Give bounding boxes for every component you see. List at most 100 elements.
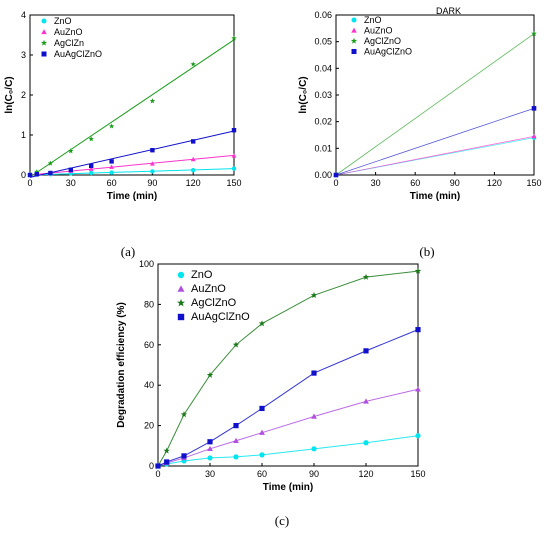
x-tick-label: 150 [226,178,241,188]
y-tick-label: 80 [144,299,154,309]
data-point [191,139,196,144]
x-axis-title: Time (min) [263,482,313,493]
y-axis-title: Degradation efficiency (%) [116,302,127,428]
data-point [109,159,114,164]
fit-line [29,130,235,178]
data-point [109,170,114,175]
data-point [155,463,161,469]
x-tick-label: 150 [410,469,425,479]
y-tick-label: 100 [139,259,154,269]
legend-marker [40,39,48,46]
legend-label: ZnO [191,269,213,281]
series-AuAgClZnO [27,128,237,178]
data-point [311,446,317,452]
legend-marker [41,51,47,57]
legend-marker [351,17,357,23]
panel-c-chart: 0 30 60 90 120 150 0 20 40 60 80 100 Time (min) Degra… [116,259,426,493]
y-tick-label: 0.03 [314,90,332,100]
data-point [415,327,421,333]
series-line [157,388,419,467]
legend-label: AuZnO [191,283,226,295]
fit-line [335,33,535,176]
legend-label: AuAgClZnO [54,49,102,59]
data-point [48,170,53,176]
panel-b-chart: 0 30 60 90 120 150 0.00 0.01 0.02 0.03 0.04 0.05 0.0… [298,6,542,202]
x-tick-label: 120 [358,469,373,479]
x-tick-label: 0 [27,178,32,188]
legend-marker [350,37,358,44]
x-tick-label: 30 [66,178,76,188]
data-point [258,320,266,327]
data-point [259,405,265,412]
data-point [34,172,39,177]
data-point [89,170,94,176]
x-axis-title: Time (min) [410,191,460,202]
legend-marker [177,313,185,321]
plot-frame [157,263,419,467]
legend-label: AuZnO [364,26,393,36]
data-point [68,167,73,172]
data-point [149,98,156,104]
legend-marker [177,298,185,307]
legend-label: AuAgClZnO [191,311,250,323]
y-tick-label: 0.05 [314,37,332,47]
panel-c-label: (c) [275,513,289,528]
data-point [362,273,370,280]
legend-marker [177,271,185,279]
data-point [88,166,94,171]
x-tick-label: 120 [487,178,502,188]
data-point [363,348,369,354]
legend-label: AuAgClZnO [364,47,412,57]
data-point [150,169,155,174]
y-tick-label: 0.04 [314,63,332,73]
data-point [414,267,422,274]
series-AuAgClZnO [155,327,421,469]
x-tick-label: 30 [371,178,381,188]
data-point [311,413,317,419]
x-tick-label: 90 [450,178,460,188]
y-axis-title: ln(C₀/C) [4,76,15,113]
series-AuAgClZnO [333,106,537,178]
data-point [415,386,421,392]
legend-label: AgClZn [54,38,84,48]
data-point [231,153,237,158]
y-tick-label: 20 [144,421,154,431]
series-AuZnO [27,153,237,177]
data-point [180,411,188,418]
y-tick-label: 0.02 [314,117,332,127]
legend-marker [351,27,357,33]
fit-line [29,39,235,178]
series-line [157,435,419,467]
x-tick-label: 60 [257,469,267,479]
x-tick-label: 60 [107,178,117,188]
annotation-dark: DARK [436,6,461,16]
data-point [47,160,54,166]
y-tick-label: 1 [21,130,26,140]
x-tick-label: 0 [155,469,160,479]
y-tick-label: 4 [21,10,26,20]
legend-label: ZnO [364,15,382,25]
y-tick-label: 40 [144,380,154,390]
data-point [311,370,317,376]
data-point [191,168,196,173]
data-point [363,398,369,404]
data-point [68,148,74,154]
legend-marker [41,29,47,35]
data-point [181,453,187,459]
x-tick-label: 60 [410,178,420,188]
data-point [164,459,170,465]
legend-marker [351,49,357,54]
data-point [34,168,40,175]
panel-b-label: (b) [419,244,434,259]
data-point [531,30,537,37]
data-point [149,161,155,166]
data-point [333,172,339,178]
fit-line [29,168,235,176]
series-AgClZnO [154,267,422,469]
y-tick-label: 0.01 [314,143,332,153]
data-point [233,454,239,460]
legend-label: ZnO [54,16,72,26]
legend-marker [177,285,185,292]
data-point [233,437,239,443]
